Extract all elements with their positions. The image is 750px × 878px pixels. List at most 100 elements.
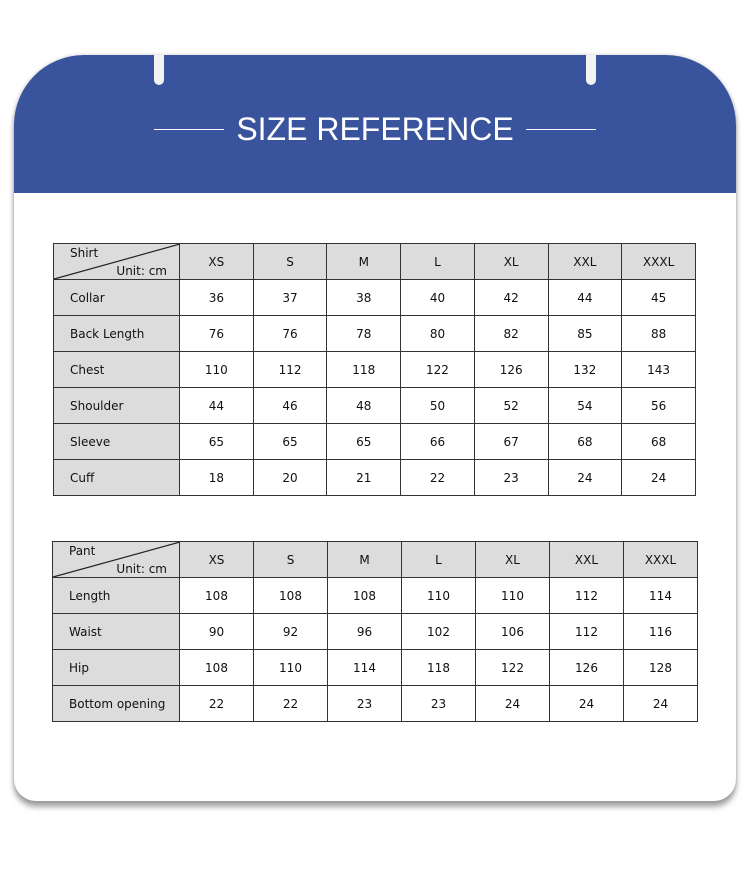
measurement-value: 24 <box>547 459 623 496</box>
measurement-value: 36 <box>179 279 254 316</box>
measurement-label: Chest <box>53 351 180 388</box>
title-line-left <box>154 129 225 130</box>
measurement-value: 112 <box>549 613 624 650</box>
measurement-value: 96 <box>327 613 402 650</box>
measurement-value: 122 <box>475 649 550 686</box>
size-header: XL <box>475 541 550 578</box>
measurement-value: 52 <box>473 387 549 424</box>
measurement-value: 20 <box>252 459 328 496</box>
measurement-value: 110 <box>179 351 254 388</box>
measurement-label: Cuff <box>53 459 180 496</box>
size-header: M <box>327 541 402 578</box>
size-header: L <box>400 243 475 280</box>
table-row: Chest 110 112 118 122 126 132 143 <box>53 351 696 388</box>
measurement-label: Back Length <box>53 315 180 352</box>
measurement-label: Hip <box>52 649 180 686</box>
measurement-value: 65 <box>326 423 402 460</box>
measurement-value: 126 <box>549 649 624 686</box>
size-header: XXXL <box>623 541 698 578</box>
size-header: XXL <box>549 541 624 578</box>
measurement-value: 102 <box>401 613 476 650</box>
measurement-value: 92 <box>253 613 328 650</box>
measurement-value: 23 <box>327 685 402 722</box>
header-banner: SIZE REFERENCE <box>14 55 736 193</box>
measurement-value: 110 <box>253 649 328 686</box>
corner-cell: Shirt Unit: cm <box>53 243 180 280</box>
size-header: XS <box>179 243 254 280</box>
size-header: S <box>252 243 328 280</box>
measurement-value: 23 <box>473 459 549 496</box>
measurement-value: 50 <box>400 387 475 424</box>
measurement-label: Shoulder <box>53 387 180 424</box>
measurement-label: Length <box>52 577 180 614</box>
measurement-value: 68 <box>547 423 623 460</box>
measurement-value: 65 <box>179 423 254 460</box>
table-row: Shoulder 44 46 48 50 52 54 56 <box>53 387 696 424</box>
measurement-value: 112 <box>252 351 328 388</box>
measurement-value: 80 <box>400 315 475 352</box>
measurement-value: 22 <box>400 459 475 496</box>
measurement-value: 82 <box>473 315 549 352</box>
table-row: Back Length 76 76 78 80 82 85 88 <box>53 315 696 352</box>
measurement-value: 18 <box>179 459 254 496</box>
measurement-value: 90 <box>179 613 254 650</box>
header-row: Shirt Unit: cm XS S M L XL XXL XXXL <box>53 243 696 280</box>
table-row: Length 108 108 108 110 110 112 114 <box>52 577 698 614</box>
hanger-slot <box>154 55 164 85</box>
measurement-value: 122 <box>400 351 475 388</box>
measurement-value: 23 <box>401 685 476 722</box>
measurement-value: 24 <box>475 685 550 722</box>
measurement-value: 24 <box>621 459 696 496</box>
measurement-value: 38 <box>326 279 402 316</box>
measurement-value: 88 <box>621 315 696 352</box>
measurement-value: 67 <box>473 423 549 460</box>
measurement-label: Bottom opening <box>52 685 180 722</box>
measurement-value: 44 <box>179 387 254 424</box>
unit-label: Unit: cm <box>116 264 167 278</box>
measurement-value: 48 <box>326 387 402 424</box>
table-row: Waist 90 92 96 102 106 112 116 <box>52 613 698 650</box>
measurement-value: 143 <box>621 351 696 388</box>
measurement-value: 66 <box>400 423 475 460</box>
measurement-value: 118 <box>326 351 402 388</box>
size-header: S <box>253 541 328 578</box>
table-row: Collar 36 37 38 40 42 44 45 <box>53 279 696 316</box>
measurement-value: 116 <box>623 613 698 650</box>
measurement-value: 114 <box>327 649 402 686</box>
measurement-value: 108 <box>253 577 328 614</box>
measurement-value: 54 <box>547 387 623 424</box>
measurement-value: 76 <box>252 315 328 352</box>
measurement-value: 21 <box>326 459 402 496</box>
measurement-value: 132 <box>547 351 623 388</box>
size-header: XXL <box>547 243 623 280</box>
table-row: Bottom opening 22 22 23 23 24 24 24 <box>52 685 698 722</box>
measurement-value: 40 <box>400 279 475 316</box>
measurement-value: 22 <box>179 685 254 722</box>
measurement-value: 106 <box>475 613 550 650</box>
size-header: L <box>401 541 476 578</box>
measurement-value: 24 <box>549 685 624 722</box>
measurement-value: 76 <box>179 315 254 352</box>
pant-size-table: Pant Unit: cm XS S M L XL XXL XXXL Length 108 108 10… <box>52 541 698 722</box>
measurement-value: 22 <box>253 685 328 722</box>
measurement-value: 44 <box>547 279 623 316</box>
size-header: XXXL <box>621 243 696 280</box>
table-row: Cuff 18 20 21 22 23 24 24 <box>53 459 696 496</box>
measurement-label: Waist <box>52 613 180 650</box>
measurement-value: 85 <box>547 315 623 352</box>
diagonal-divider <box>54 244 180 280</box>
header-row: Pant Unit: cm XS S M L XL XXL XXXL <box>52 541 698 578</box>
measurement-value: 42 <box>473 279 549 316</box>
measurement-value: 24 <box>623 685 698 722</box>
corner-cell: Pant Unit: cm <box>52 541 180 578</box>
size-header: XL <box>473 243 549 280</box>
size-header: XS <box>179 541 254 578</box>
page-title: SIZE REFERENCE <box>236 111 514 147</box>
table-name: Pant <box>69 544 96 558</box>
measurement-value: 46 <box>252 387 328 424</box>
table-row: Hip 108 110 114 118 122 126 128 <box>52 649 698 686</box>
measurement-label: Sleeve <box>53 423 180 460</box>
measurement-value: 114 <box>623 577 698 614</box>
title-line-right <box>525 129 596 130</box>
measurement-label: Collar <box>53 279 180 316</box>
